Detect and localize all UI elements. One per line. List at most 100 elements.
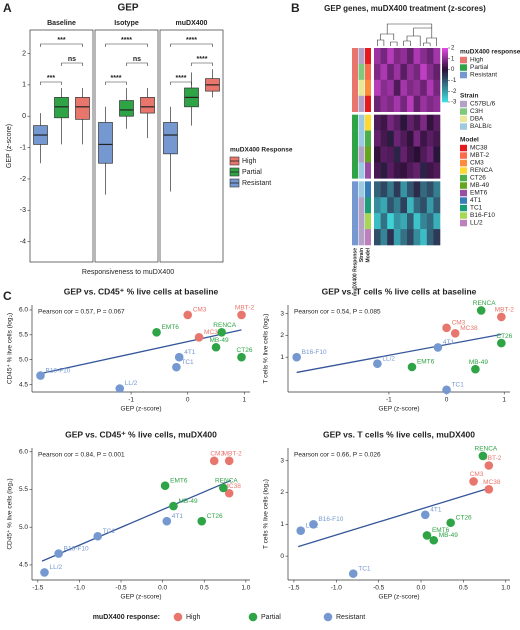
heatmap-cell (407, 229, 414, 246)
y-tick-label: 2 (280, 332, 284, 339)
y-axis-label: CD45⁺ % live cells (log₂) (7, 478, 14, 549)
colorbar-step (442, 57, 448, 60)
point-label: EMT6 (170, 477, 188, 484)
heatmap-cell (407, 63, 414, 81)
fit-line (41, 479, 232, 562)
point-label: B16-F10 (64, 545, 89, 552)
y-tick-label: 2 (22, 50, 26, 57)
y-tick-label: 5.0 (19, 356, 28, 363)
x-tick-label: 0.0 (158, 585, 167, 592)
legend-swatch (460, 108, 467, 115)
point-label: CM3 (470, 471, 484, 478)
heatmap-cell (387, 95, 395, 112)
x-tick-label: -0.5 (115, 585, 127, 592)
annotation-cell (352, 95, 358, 112)
colorbar-step (442, 97, 448, 100)
legend-label: LL/2 (470, 220, 483, 227)
colorbar-step (442, 62, 448, 65)
x-tick-label: 0 (186, 397, 190, 404)
colorbar-step (442, 83, 448, 85)
heatmap-cell (374, 146, 381, 163)
heatmap-cell (387, 213, 395, 230)
annotation-cell (365, 63, 371, 81)
x-axis-label: GEP (z-score) (120, 406, 161, 413)
significance-bracket (61, 62, 83, 66)
heatmap-cell (407, 130, 414, 147)
y-tick-label: 6.0 (19, 448, 28, 455)
point (497, 338, 506, 348)
box (119, 100, 134, 117)
point (442, 323, 451, 333)
point-label: MC38 (204, 329, 222, 336)
annotation-cell (358, 181, 365, 198)
panel-label: C (3, 289, 12, 303)
facet-frame (29, 29, 94, 263)
colorbar-label: -3 (451, 100, 457, 106)
significance-bracket (170, 43, 213, 47)
heatmap-cell (387, 197, 395, 214)
heatmap-cell (400, 146, 408, 163)
point (224, 488, 234, 498)
heatmap-cell (380, 79, 388, 97)
point-label: CT26 (207, 513, 223, 520)
legend-title: muDX400 Response (230, 147, 293, 154)
heatmap-cell (413, 197, 421, 214)
heatmap-cell (420, 79, 428, 97)
heatmap-cell (374, 79, 381, 97)
heatmap-cell (413, 146, 421, 163)
annotation-cell (365, 146, 371, 163)
legend-swatch (460, 197, 467, 204)
point (209, 456, 219, 466)
point (296, 526, 306, 535)
heatmap-cell (400, 181, 408, 198)
point-label: RENCA (475, 446, 498, 453)
x-tick-label: -1.0 (74, 585, 86, 592)
annotation: Pearson cor = 0.57, P = 0.067 (38, 309, 125, 316)
point-label: RENCA (215, 478, 238, 485)
colorbar-step (442, 58, 448, 61)
heatmap-cell (433, 181, 441, 198)
point-label: CM3 (210, 451, 224, 458)
annotation: Pearson cor = 0.84, P = 0.001 (38, 452, 125, 459)
colorbar-step (442, 54, 448, 57)
significance-label: **** (197, 56, 208, 63)
box (140, 97, 155, 114)
heatmap-cell (433, 130, 441, 147)
legend-label: EMT6 (470, 190, 488, 197)
heatmap-cell (420, 48, 428, 65)
significance-label: ns (133, 56, 141, 63)
heatmap-cell (426, 162, 434, 179)
point (471, 364, 480, 374)
heatmap-cell (420, 130, 428, 147)
annotation-label: Strain (359, 248, 365, 262)
point (219, 483, 228, 493)
point (292, 352, 301, 362)
annotation-cell (352, 48, 358, 65)
colorbar-step (442, 85, 448, 88)
point (197, 516, 207, 526)
y-tick-label: 4.5 (19, 381, 28, 388)
point-label: TC1 (103, 528, 116, 535)
heatmap-cell (393, 48, 401, 65)
panel-label: A (3, 1, 12, 15)
point (420, 510, 430, 520)
annotation-cell (365, 162, 371, 179)
point (169, 501, 178, 511)
heatmap-cell (407, 114, 414, 131)
legend-swatch (460, 204, 467, 212)
colorbar-step (442, 87, 448, 89)
heatmap-cell (420, 181, 428, 198)
significance-bracket (40, 81, 62, 85)
facet-frame (94, 29, 159, 263)
colorbar-step (442, 79, 448, 81)
annotation-cell (365, 95, 371, 112)
colorbar-step (442, 100, 448, 103)
heatmap-cell (413, 114, 421, 131)
heatmap-cell (380, 146, 388, 163)
heatmap-cell (407, 181, 414, 198)
point-label: LL/2 (382, 355, 395, 362)
heatmap-cell (393, 162, 401, 179)
colorbar-step (442, 99, 448, 101)
annotation-cell (365, 114, 371, 131)
colorbar-step (442, 56, 448, 58)
